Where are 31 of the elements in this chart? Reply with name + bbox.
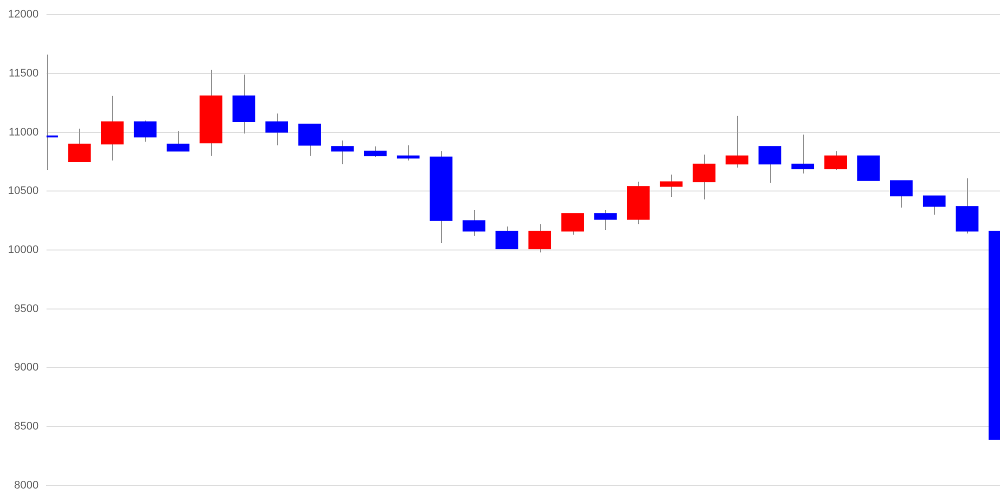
candlestick — [824, 150, 847, 170]
y-tick-label: 10000 — [8, 244, 39, 256]
candlestick — [922, 195, 946, 216]
y-tick-label: 12000 — [8, 8, 39, 21]
candlestick — [890, 180, 913, 208]
candlestick — [166, 130, 190, 152]
candlestick — [594, 209, 617, 230]
candlestick — [791, 134, 814, 174]
candlestick — [660, 174, 683, 198]
candlestick — [396, 144, 420, 162]
candlestick — [68, 128, 91, 162]
y-tick-label: 10500 — [8, 185, 39, 198]
candlestick — [726, 115, 748, 168]
candlestick — [496, 226, 518, 250]
candlestick — [528, 224, 552, 253]
candlestick — [265, 112, 288, 146]
candlestick — [331, 140, 354, 165]
y-tick-label: 11000 — [8, 126, 39, 138]
y-tick-label: 9500 — [14, 302, 39, 315]
candlestick — [561, 213, 584, 236]
y-tick-label: 8000 — [14, 479, 39, 492]
candlestick — [462, 209, 486, 236]
candlestick — [758, 146, 782, 184]
candlestick — [101, 95, 124, 162]
candlestick — [692, 154, 716, 200]
candlestick — [134, 120, 157, 142]
candlestick — [298, 124, 321, 156]
y-tick-label: 9000 — [14, 362, 39, 374]
y-tick-label: 11500 — [8, 67, 39, 80]
y-tick-label: 8500 — [14, 420, 39, 433]
candlestick — [364, 146, 387, 158]
